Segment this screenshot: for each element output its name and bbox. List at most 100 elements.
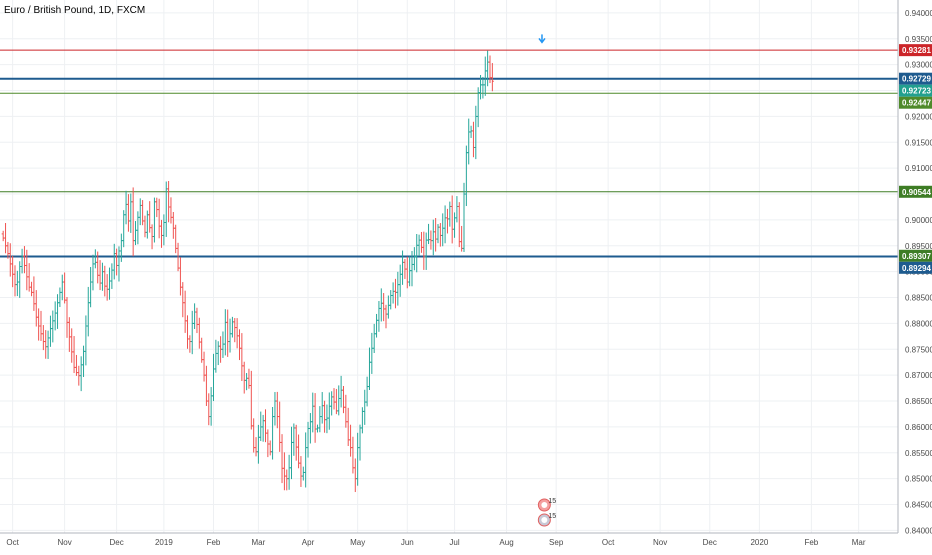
ohlc-bar: [13, 265, 17, 297]
y-tick-label: 0.87000: [905, 371, 932, 380]
x-tick-label: 2020: [750, 538, 768, 547]
level-price-labels: 0.93281 0.92729 0.92723 0.92447 0.90544 0.893…: [899, 44, 932, 274]
ohlc-bar: [429, 230, 433, 250]
ohlc-bar: [91, 254, 95, 291]
ohlc-bar: [171, 211, 175, 239]
ohlc-bar: [79, 356, 83, 392]
level-price-text: 0.93281: [902, 46, 931, 55]
ohlc-bar: [367, 347, 371, 390]
ohlc-bar: [221, 331, 225, 358]
y-tick-label: 0.84000: [905, 526, 932, 535]
x-tick-label: Oct: [6, 538, 19, 547]
y-tick-label: 0.84500: [905, 501, 932, 510]
ohlc-bar: [320, 392, 324, 424]
ohlc-bar: [358, 424, 362, 461]
ohlc-bar: [294, 424, 298, 461]
ohlc-bar: [422, 231, 426, 270]
ohlc-bar: [200, 337, 204, 363]
ohlc-bar: [37, 308, 41, 341]
ohlc-bar: [20, 248, 24, 274]
x-tick-label: Apr: [302, 538, 315, 547]
ohlc-bar: [453, 212, 457, 238]
y-tick-label: 0.85000: [905, 475, 932, 484]
ohlc-bar: [186, 315, 190, 349]
ohlc-bar: [261, 414, 265, 442]
y-tick-label: 0.86500: [905, 397, 932, 406]
event-marker-label: 15: [548, 513, 556, 520]
ohlc-bar: [214, 339, 218, 373]
y-tick-label: 0.86000: [905, 423, 932, 432]
ohlc-bar: [318, 406, 322, 433]
ohlc-bar: [122, 210, 126, 248]
ohlc-bar: [117, 246, 121, 282]
level-price-text: 0.89294: [902, 264, 931, 273]
ohlc-bar: [129, 193, 133, 233]
x-tick-label: Dec: [109, 538, 123, 547]
ohlc-bar: [393, 278, 397, 309]
ohlc-bar: [363, 389, 367, 425]
ohlc-bar: [89, 267, 93, 308]
ohlc-bar: [249, 370, 253, 430]
ohlc-bar: [486, 50, 490, 87]
y-tick-label: 0.92000: [905, 112, 932, 121]
event-marker-icon[interactable]: 15: [537, 498, 556, 512]
x-tick-label: Feb: [804, 538, 818, 547]
ohlc-bar: [379, 288, 383, 322]
ohlc-bar: [134, 221, 138, 246]
y-tick-label: 0.91000: [905, 164, 932, 173]
ohlc-bar: [462, 182, 466, 252]
ohlc-bar: [108, 267, 112, 300]
ohlc-bar: [48, 315, 52, 347]
x-axis-ticks[interactable]: Oct Nov Dec 2019 Feb Mar Apr May Jun Jul Aug Sep Oct…: [6, 538, 865, 547]
ohlc-bar: [223, 309, 227, 356]
ohlc-bar: [448, 201, 452, 227]
y-tick-label: 0.85500: [905, 449, 932, 458]
ohlc-bar: [259, 411, 263, 442]
level-price-text: 0.92447: [902, 99, 931, 108]
ohlc-bar: [230, 316, 234, 338]
level-price-text: 0.89307: [902, 252, 931, 261]
ohlc-bar: [86, 286, 90, 337]
ohlc-bar: [427, 223, 431, 245]
ohlc-bar: [126, 194, 130, 232]
ohlc-bar: [178, 257, 182, 296]
x-tick-label: Feb: [207, 538, 221, 547]
x-tick-label: Jun: [401, 538, 414, 547]
ohlc-bar: [457, 202, 461, 248]
ohlc-bar: [167, 181, 171, 223]
ohlc-bar: [424, 232, 428, 270]
ohlc-bar: [15, 270, 19, 297]
ohlc-bar: [181, 282, 185, 318]
ohlc-bar: [287, 454, 291, 490]
ohlc-bar: [233, 318, 237, 343]
ohlc-bar: [240, 333, 244, 381]
ohlc-bar: [490, 63, 494, 92]
ohlc-bar: [112, 243, 116, 280]
ohlc-bar: [471, 121, 475, 158]
arrow-down-icon[interactable]: [538, 34, 546, 44]
x-tick-label: Oct: [602, 538, 615, 547]
ohlc-bar: [419, 231, 423, 253]
ohlc-bar: [93, 249, 97, 269]
event-marker-icon[interactable]: 15: [537, 513, 556, 527]
ohlc-bar: [467, 118, 471, 165]
ohlc-bar: [280, 434, 284, 484]
ohlc-bar: [160, 219, 164, 248]
y-tick-label: 0.88500: [905, 294, 932, 303]
ohlc-bar: [384, 304, 388, 329]
ohlc-bar: [174, 224, 178, 254]
ohlc-bar: [183, 290, 187, 333]
ohlc-bar: [474, 105, 478, 160]
ohlc-bar: [438, 223, 442, 247]
level-price-tag: [899, 185, 932, 198]
ohlc-bar: [389, 290, 393, 310]
ohlc-bar: [44, 330, 48, 359]
x-tick-label: 2019: [155, 538, 173, 547]
ohlc-bar: [334, 388, 338, 415]
x-tick-label: Nov: [58, 538, 72, 547]
event-marker-label: 15: [548, 498, 556, 505]
chart-title: Euro / British Pound, 1D, FXCM: [4, 5, 145, 16]
ohlc-bar: [216, 341, 220, 366]
